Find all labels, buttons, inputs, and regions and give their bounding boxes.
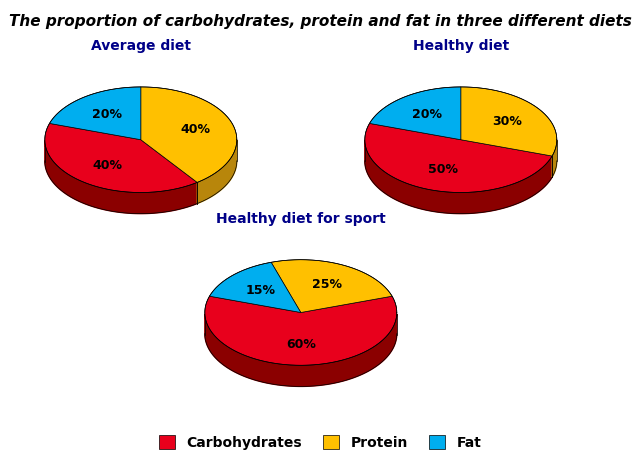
Text: 25%: 25%	[312, 278, 342, 291]
Polygon shape	[45, 141, 197, 213]
Polygon shape	[271, 260, 392, 312]
Polygon shape	[197, 140, 237, 204]
Text: 20%: 20%	[92, 107, 122, 120]
Legend: Carbohydrates, Protein, Fat: Carbohydrates, Protein, Fat	[153, 430, 487, 455]
Polygon shape	[209, 262, 301, 312]
Polygon shape	[461, 87, 557, 156]
Text: 20%: 20%	[412, 107, 442, 120]
Polygon shape	[49, 87, 141, 140]
Text: Healthy diet: Healthy diet	[413, 39, 509, 53]
Polygon shape	[365, 140, 552, 213]
Polygon shape	[369, 87, 461, 140]
Text: Healthy diet for sport: Healthy diet for sport	[216, 212, 386, 226]
Text: 15%: 15%	[245, 283, 275, 297]
Polygon shape	[552, 140, 557, 177]
Polygon shape	[45, 123, 197, 192]
Text: 40%: 40%	[92, 159, 122, 172]
Polygon shape	[205, 296, 397, 365]
Text: The proportion of carbohydrates, protein and fat in three different diets: The proportion of carbohydrates, protein…	[8, 14, 632, 29]
Text: 60%: 60%	[286, 338, 316, 351]
Text: 30%: 30%	[492, 114, 522, 127]
Polygon shape	[205, 314, 397, 386]
Polygon shape	[365, 123, 552, 192]
Text: 40%: 40%	[180, 123, 211, 136]
Text: Average diet: Average diet	[91, 39, 191, 53]
Polygon shape	[141, 87, 237, 183]
Text: 50%: 50%	[428, 163, 458, 177]
